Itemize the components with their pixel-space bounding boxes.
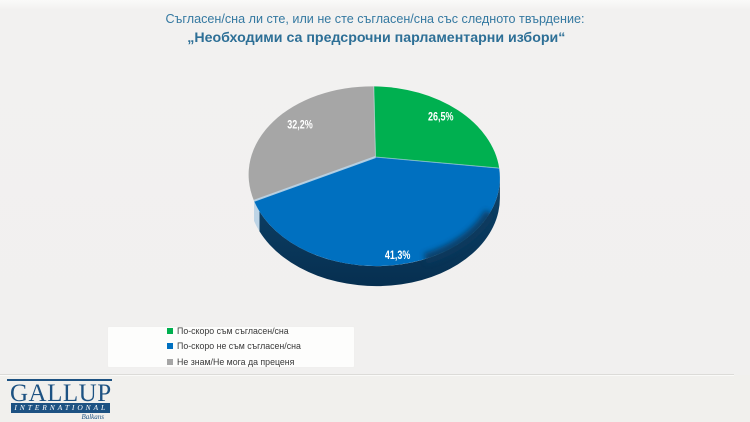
svg-text:26,5%: 26,5% [428,112,454,124]
svg-text:32,2%: 32,2% [287,120,313,132]
svg-text:41,3%: 41,3% [385,250,411,262]
